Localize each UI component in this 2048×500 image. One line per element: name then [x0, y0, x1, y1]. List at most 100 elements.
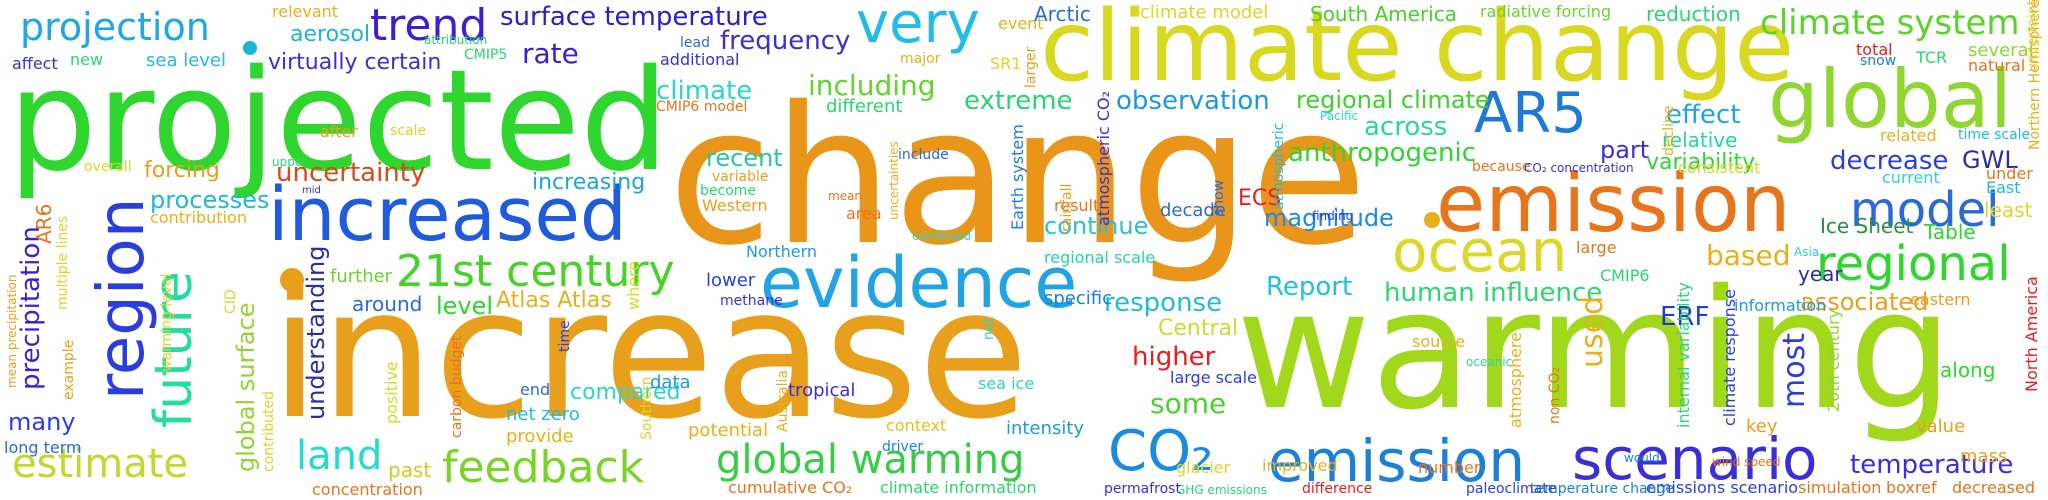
word-23: land [296, 433, 383, 479]
word-16: CO₂ [1108, 419, 1214, 484]
word-27: rate [522, 37, 579, 70]
word-144: eastern [1910, 290, 1971, 309]
word-93: reduction [1646, 2, 1741, 26]
word-170: contributed [261, 390, 277, 472]
word-198: 20th century [1824, 308, 1843, 412]
word-118: include [898, 147, 949, 163]
word-19: projection [20, 5, 210, 49]
word-131: consistent [1678, 158, 1761, 177]
word-13: AR5 [1474, 81, 1587, 146]
word-103: snow [1860, 53, 1897, 69]
word-187: atmospheric CO₂ [1094, 90, 1113, 226]
word-184: uncertainties [887, 141, 901, 220]
word-26: frequency [720, 26, 851, 56]
word-151: value [1916, 416, 1966, 437]
word-152: mass [1960, 446, 2008, 467]
word-147: oceanic [1466, 355, 1513, 369]
word-114: mid [302, 185, 321, 196]
word-36: anthropogenic [1288, 138, 1477, 168]
word-41: decrease [1830, 146, 1949, 176]
word-35: across [1364, 112, 1448, 142]
word-30: climate [656, 76, 753, 106]
word-116: CMIP6 model [656, 99, 748, 115]
word-6: emission [1436, 157, 1791, 250]
word-33: observation [1116, 86, 1270, 116]
word-71: potential [688, 420, 769, 441]
word-183: net [981, 317, 997, 340]
word-65: around [352, 292, 423, 316]
word-161: GHG emissions [1176, 483, 1267, 497]
word-24: climate system [1760, 3, 2020, 43]
word-20: feedback [442, 442, 645, 493]
word-82: number [1418, 458, 1481, 477]
word-121: Western [702, 196, 768, 215]
word-111: scale [390, 123, 427, 139]
word-88: decade [1160, 200, 1226, 221]
word-101: SR1 [990, 54, 1022, 73]
word-127: Pacific [1320, 109, 1359, 123]
word-21: global warming [716, 437, 1025, 483]
word-104: TCR [1916, 48, 1948, 67]
word-150: wind speed [1712, 455, 1781, 469]
word-162: permafrost [1104, 481, 1181, 497]
word-145: CMIP6 [1600, 266, 1650, 285]
word-39: part [1600, 136, 1650, 164]
word-58: temperature [1850, 450, 2014, 480]
word-196: climate response [1720, 289, 1739, 426]
word-140: large [1576, 238, 1617, 257]
word-69: data [650, 372, 691, 393]
word-109: sea level [146, 50, 227, 71]
word-143: information [1734, 296, 1827, 315]
dot-1 [280, 268, 304, 292]
word-74: net zero [506, 404, 580, 425]
word-139: Ice Sheet [1820, 214, 1914, 238]
word-97: lead [680, 35, 710, 51]
word-153: along [1940, 358, 1996, 382]
word-84: methane [720, 293, 783, 309]
word-172: CID [223, 289, 239, 314]
word-12: very [856, 0, 980, 56]
word-154: decreased [1952, 478, 2036, 497]
word-32: extreme [964, 86, 1073, 116]
word-182: Australia [775, 370, 791, 432]
word-122: mean [828, 189, 863, 203]
word-113: upper [272, 155, 308, 169]
word-175: example [61, 339, 77, 400]
word-42: GWL [1962, 146, 2018, 174]
word-181: Southern [639, 376, 655, 440]
word-98: additional [660, 50, 740, 69]
word-8: evidence [760, 242, 1078, 324]
word-70: tropical [788, 380, 856, 401]
word-90: climate model [1140, 2, 1269, 23]
word-31: including [808, 69, 936, 102]
word-96: attribution [424, 33, 488, 47]
word-178: time [557, 320, 573, 352]
word-119: variable [712, 169, 769, 185]
dot-0 [243, 41, 257, 55]
word-148: key [1746, 416, 1778, 437]
word-112: overall [84, 159, 132, 175]
word-125: Northern [746, 242, 818, 261]
word-10: scenario [1572, 425, 1818, 493]
word-67: past [388, 458, 432, 482]
word-5: global [1768, 53, 2012, 146]
word-45: forcing [144, 158, 220, 183]
word-130: CO₂ concentration [1524, 161, 1634, 175]
word-54: some [1150, 387, 1227, 420]
word-46: increasing [532, 170, 646, 195]
word-99: CMIP5 [464, 47, 508, 63]
word-190: larger [1023, 46, 1039, 88]
word-132: related [1880, 126, 1937, 145]
word-2: increase [270, 250, 1029, 459]
word-52: response [1104, 288, 1223, 318]
word-53: higher [1132, 342, 1216, 372]
word-37: effect [1666, 100, 1741, 130]
word-193: atmosphere [1506, 332, 1525, 428]
word-159: paleoclimate [1466, 481, 1557, 497]
word-49: magnitude [1264, 204, 1394, 232]
word-163: climate information [880, 478, 1037, 497]
word-171: warming level [159, 273, 175, 372]
word-50: Report [1266, 272, 1353, 302]
word-87: ECS [1238, 186, 1282, 211]
word-138: Table [1924, 220, 1976, 244]
